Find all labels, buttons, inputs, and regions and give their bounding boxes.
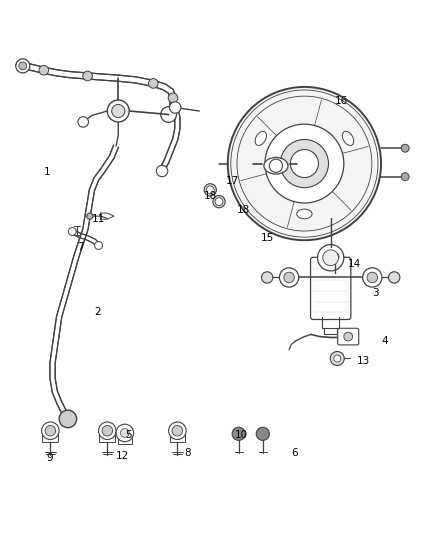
Ellipse shape [255, 131, 266, 146]
Circle shape [389, 272, 400, 283]
Circle shape [45, 425, 56, 436]
Bar [99, 430, 115, 442]
Polygon shape [118, 75, 176, 115]
Circle shape [102, 425, 113, 436]
Circle shape [323, 250, 339, 265]
Circle shape [265, 124, 344, 203]
Circle shape [83, 71, 92, 81]
Bar [118, 433, 132, 444]
Ellipse shape [343, 131, 354, 146]
Text: 11: 11 [92, 214, 105, 224]
Text: 6: 6 [291, 448, 298, 458]
Text: 18: 18 [204, 191, 217, 201]
Circle shape [148, 78, 158, 88]
Circle shape [261, 272, 273, 283]
Circle shape [290, 150, 318, 177]
Circle shape [156, 165, 168, 177]
Circle shape [344, 332, 353, 341]
Circle shape [215, 198, 223, 206]
Circle shape [99, 422, 116, 440]
Circle shape [161, 107, 177, 123]
Circle shape [87, 213, 93, 219]
Circle shape [120, 429, 129, 437]
Text: 9: 9 [46, 454, 53, 463]
Polygon shape [23, 62, 118, 81]
Text: 13: 13 [357, 356, 370, 366]
Polygon shape [50, 145, 119, 419]
Circle shape [42, 422, 59, 440]
Circle shape [19, 62, 27, 70]
Text: 5: 5 [125, 430, 131, 440]
Circle shape [39, 66, 49, 75]
Circle shape [284, 272, 294, 282]
Text: 7: 7 [77, 242, 83, 252]
Text: 2: 2 [94, 308, 101, 318]
Text: 3: 3 [372, 288, 379, 298]
Circle shape [330, 351, 344, 366]
Circle shape [170, 102, 181, 113]
FancyBboxPatch shape [338, 328, 359, 345]
Text: 16: 16 [335, 96, 348, 106]
Circle shape [168, 93, 178, 103]
Circle shape [59, 410, 77, 427]
Text: 17: 17 [226, 176, 239, 186]
Circle shape [232, 427, 245, 440]
Bar [42, 430, 58, 442]
Text: 4: 4 [381, 336, 388, 346]
Circle shape [256, 427, 269, 440]
Circle shape [363, 268, 382, 287]
Text: 10: 10 [234, 430, 247, 440]
FancyBboxPatch shape [311, 257, 351, 319]
Circle shape [401, 144, 409, 152]
Circle shape [280, 140, 328, 188]
Circle shape [269, 159, 283, 172]
Circle shape [206, 186, 214, 194]
Ellipse shape [297, 209, 312, 219]
Circle shape [204, 184, 216, 196]
Bar [170, 430, 185, 442]
Text: 1: 1 [44, 167, 50, 177]
Circle shape [78, 117, 88, 127]
Text: 18: 18 [237, 205, 250, 215]
Circle shape [169, 422, 186, 440]
Circle shape [213, 196, 225, 208]
Circle shape [68, 228, 76, 236]
Circle shape [331, 253, 339, 261]
Polygon shape [160, 108, 180, 171]
Circle shape [318, 245, 344, 271]
Circle shape [95, 241, 102, 249]
Circle shape [367, 272, 378, 282]
Circle shape [112, 104, 125, 118]
Circle shape [228, 87, 381, 240]
Ellipse shape [264, 157, 288, 174]
Circle shape [116, 424, 134, 442]
Text: 8: 8 [184, 448, 191, 458]
Circle shape [16, 59, 30, 73]
Text: 12: 12 [116, 451, 129, 461]
Circle shape [172, 425, 183, 436]
Circle shape [401, 173, 409, 181]
Text: 14: 14 [348, 260, 361, 269]
Circle shape [279, 268, 299, 287]
Text: 15: 15 [261, 233, 274, 243]
Polygon shape [71, 230, 100, 247]
Circle shape [107, 100, 129, 122]
Circle shape [334, 355, 341, 362]
